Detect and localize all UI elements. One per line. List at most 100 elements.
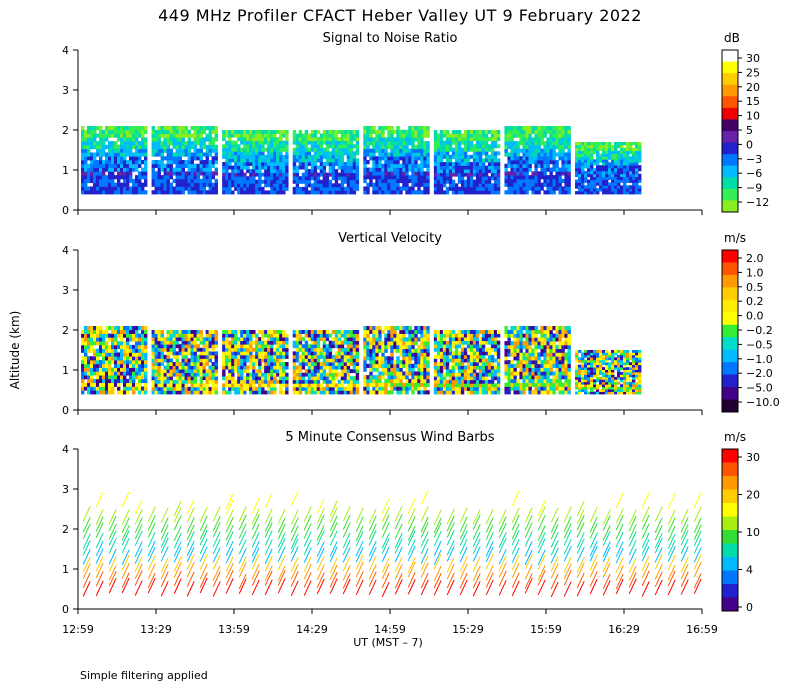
heatmap-cell — [87, 341, 91, 346]
heatmap-cell — [426, 156, 430, 161]
heatmap-cell — [337, 362, 342, 366]
heatmap-cell — [463, 383, 468, 388]
heatmap-cell — [123, 378, 127, 384]
heatmap-cell — [442, 386, 447, 391]
heatmap-cell — [193, 156, 197, 161]
heatmap-cell — [623, 185, 627, 189]
heatmap-cell — [605, 173, 609, 178]
heatmap-cell — [590, 156, 594, 160]
heatmap-cell — [108, 390, 112, 395]
heatmap-cell — [151, 133, 155, 138]
heatmap-cell — [555, 167, 559, 172]
heatmap-cell — [593, 182, 597, 186]
heatmap-cell — [249, 344, 253, 349]
heatmap-cell — [117, 186, 121, 191]
heatmap-cell — [313, 133, 318, 138]
heatmap-cell — [157, 160, 161, 165]
heatmap-cell — [276, 333, 280, 338]
heatmap-cell — [135, 129, 139, 134]
heatmap-cell — [534, 178, 538, 184]
heatmap-cell — [623, 179, 627, 183]
heatmap-cell — [493, 186, 498, 191]
heatmap-cell — [202, 186, 206, 191]
heatmap-cell — [405, 378, 409, 384]
heatmap-cell — [307, 147, 312, 152]
heatmap-cell — [369, 129, 373, 134]
heatmap-cell — [349, 347, 354, 352]
heatmap-cell — [231, 333, 235, 338]
heatmap-cell — [445, 340, 450, 345]
heatmap-cell — [184, 337, 188, 342]
heatmap-cell — [605, 153, 609, 157]
heatmap-cell — [135, 148, 139, 153]
heatmap-cell — [135, 386, 139, 391]
heatmap-cell — [337, 154, 342, 159]
heatmap-cell — [632, 182, 636, 186]
heatmap-cell — [346, 190, 351, 195]
heatmap-cell — [325, 172, 330, 177]
heatmap-cell — [454, 351, 459, 356]
heatmap-cell — [166, 167, 170, 172]
heatmap-cell — [205, 333, 209, 338]
colorbar-label: −9 — [746, 182, 762, 195]
heatmap-cell — [469, 172, 474, 177]
heatmap-cell — [626, 191, 630, 195]
heatmap-cell — [175, 344, 179, 349]
heatmap-cell — [310, 362, 315, 366]
heatmap-cell — [231, 372, 235, 377]
heatmap-cell — [154, 129, 158, 134]
heatmap-cell — [175, 163, 179, 168]
heatmap-cell — [558, 126, 562, 131]
heatmap-cell — [457, 179, 462, 184]
heatmap-cell — [225, 147, 229, 152]
heatmap-cell — [366, 329, 370, 334]
heatmap-cell — [181, 351, 185, 356]
heatmap-cell — [396, 163, 400, 168]
heatmap-cell — [549, 182, 553, 187]
heatmap-cell — [316, 330, 321, 334]
heatmap-cell — [211, 156, 215, 161]
heatmap-cell — [346, 158, 351, 163]
heatmap-cell — [99, 333, 103, 338]
heatmap-cell — [105, 371, 109, 376]
heatmap-cell — [276, 179, 280, 184]
heatmap-cell — [96, 163, 100, 168]
heatmap-cell — [475, 190, 480, 195]
heatmap-cell — [138, 367, 142, 372]
heatmap-cell — [490, 137, 495, 142]
heatmap-cell — [390, 360, 394, 365]
heatmap-cell — [222, 383, 226, 388]
heatmap-cell — [181, 347, 185, 352]
heatmap-cell — [439, 347, 444, 352]
heatmap-cell — [414, 360, 418, 365]
heatmap-cell — [240, 362, 244, 366]
heatmap-cell — [478, 154, 483, 159]
heatmap-cell — [214, 148, 218, 153]
heatmap-cell — [340, 386, 345, 391]
heatmap-cell — [292, 176, 297, 181]
heatmap-cell — [445, 144, 450, 149]
heatmap-cell — [228, 133, 232, 138]
heatmap-cell — [602, 191, 606, 195]
heatmap-cell — [442, 190, 447, 195]
heatmap-cell — [114, 129, 118, 134]
heatmap-cell — [160, 383, 164, 388]
heatmap-cell — [366, 126, 370, 131]
heatmap-cell — [141, 356, 145, 361]
heatmap-cell — [285, 172, 289, 177]
heatmap-cell — [587, 165, 591, 169]
heatmap-cell — [267, 379, 271, 384]
heatmap-cell — [310, 133, 315, 138]
heatmap-cell — [337, 151, 342, 156]
heatmap-cell — [433, 340, 438, 345]
heatmap-cell — [567, 178, 571, 184]
heatmap-cell — [352, 347, 357, 352]
heatmap-cell — [205, 383, 209, 388]
heatmap-cell — [292, 372, 297, 377]
heatmap-cell — [496, 169, 501, 174]
heatmap-cell — [605, 176, 609, 180]
heatmap-cell — [169, 358, 173, 363]
heatmap-cell — [581, 173, 585, 178]
heatmap-cell — [166, 365, 170, 370]
heatmap-cell — [243, 383, 247, 388]
